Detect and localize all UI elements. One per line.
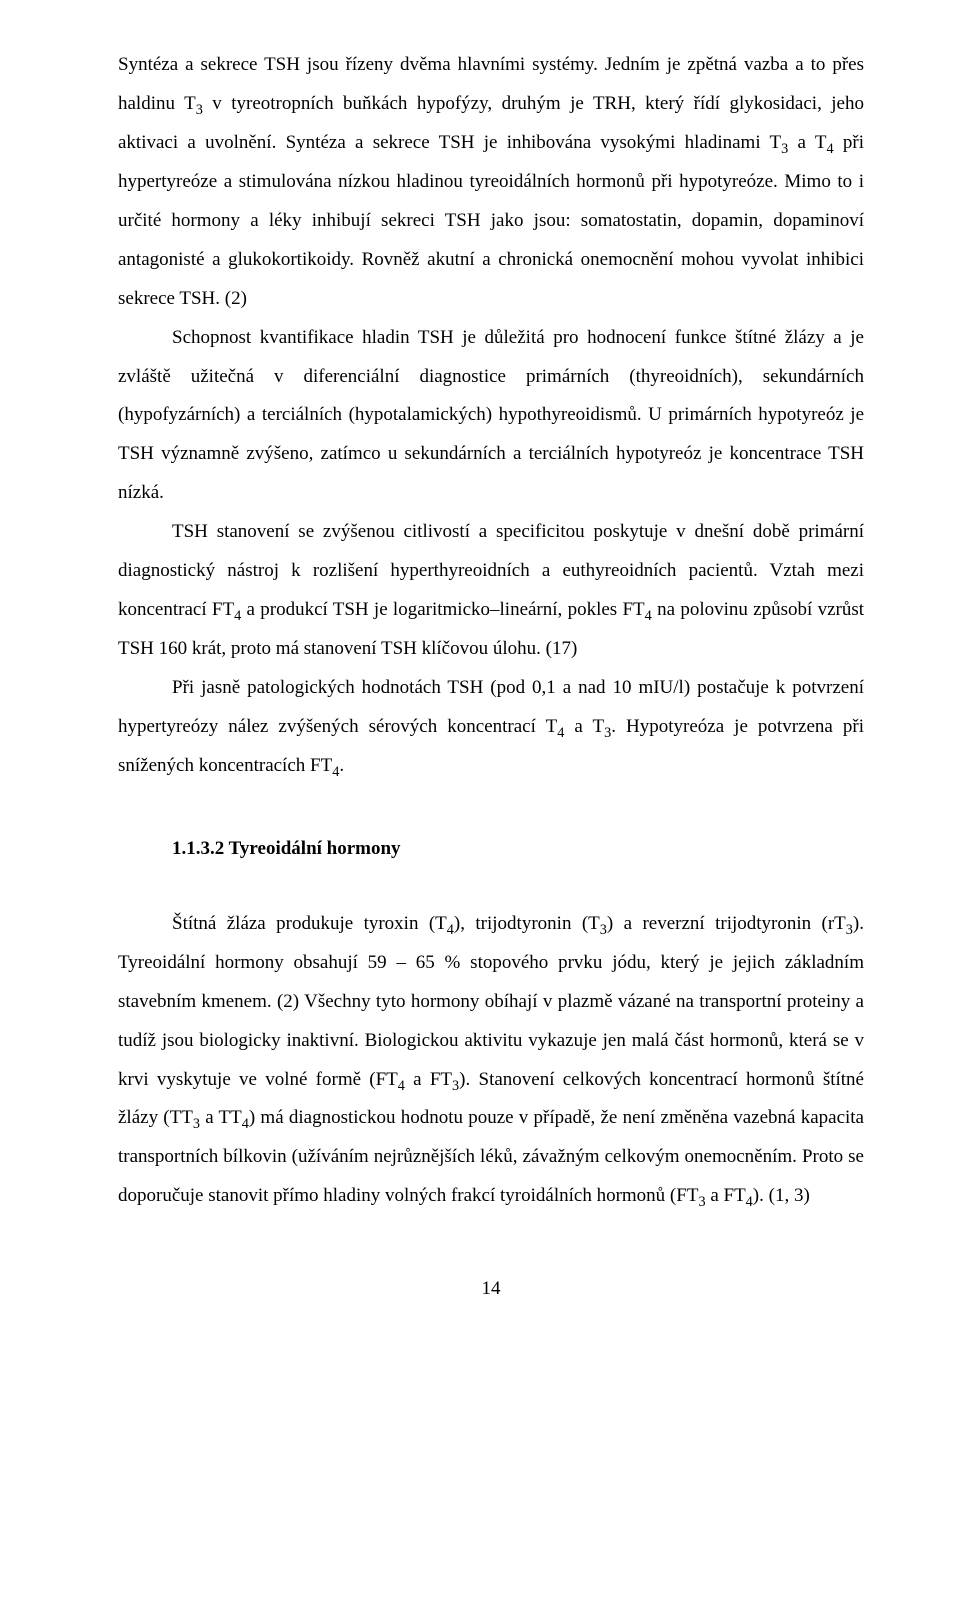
document-page: Syntéza a sekrece TSH jsou řízeny dvěma …: [0, 0, 960, 1359]
subscript: 4: [746, 1194, 753, 1210]
text: a FT: [405, 1069, 452, 1090]
spacer: [118, 869, 864, 905]
text: a T: [788, 132, 826, 153]
text: ), trijodtyronin (T: [454, 913, 600, 934]
text: ). Tyreoidální hormony obsahují 59 – 65 …: [118, 913, 864, 1090]
paragraph-4: Při jasně patologických hodnotách TSH (p…: [118, 669, 864, 786]
text: a TT: [200, 1107, 242, 1128]
page-number: 14: [118, 1270, 864, 1309]
text: ) a reverzní trijodtyronin (rT: [607, 913, 846, 934]
text: Štítná žláza produkuje tyroxin (T: [172, 913, 447, 934]
paragraph-5: Štítná žláza produkuje tyroxin (T4), tri…: [118, 905, 864, 1217]
paragraph-3: TSH stanovení se zvýšenou citlivostí a s…: [118, 513, 864, 669]
subscript: 4: [398, 1077, 405, 1093]
spacer: [118, 786, 864, 830]
subscript: 4: [447, 922, 454, 938]
paragraph-2: Schopnost kvantifikace hladin TSH je důl…: [118, 319, 864, 514]
subscript: 3: [193, 1116, 200, 1132]
subscript: 4: [645, 608, 652, 624]
text: a FT: [706, 1185, 746, 1206]
text: ). (1, 3): [753, 1185, 810, 1206]
subscript: 3: [846, 922, 853, 938]
text: v tyreotropních buňkách hypofýzy, druhým…: [118, 93, 864, 153]
subscript: 3: [600, 922, 607, 938]
section-heading: 1.1.3.2 Tyreoidální hormony: [118, 830, 864, 869]
subscript: 3: [196, 102, 203, 118]
paragraph-1: Syntéza a sekrece TSH jsou řízeny dvěma …: [118, 46, 864, 319]
text: a produkcí TSH je logaritmicko–lineární,…: [241, 599, 644, 620]
subscript: 4: [827, 141, 834, 157]
text: a T: [564, 716, 604, 737]
text: při hypertyreóze a stimulována nízkou hl…: [118, 132, 864, 309]
subscript: 4: [242, 1116, 249, 1132]
subscript: 3: [698, 1194, 705, 1210]
text: .: [339, 755, 344, 776]
